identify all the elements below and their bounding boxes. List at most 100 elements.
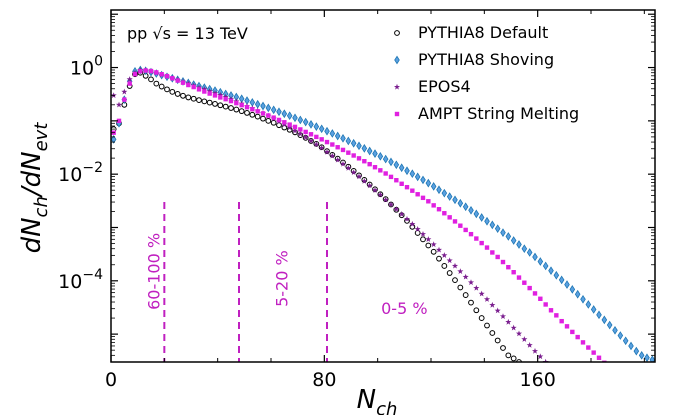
data-point-1-94 bbox=[612, 325, 618, 335]
x-tick-label-0: 0 bbox=[105, 369, 117, 391]
data-point-2-46 bbox=[355, 173, 363, 180]
data-point-0-11 bbox=[169, 88, 176, 95]
legend: PYTHIA8 Default PYTHIA8 Shoving EPOS4 AMPT … bbox=[393, 23, 579, 123]
data-point-1-91 bbox=[596, 310, 602, 320]
data-point-3-87 bbox=[575, 334, 580, 340]
data-point-3-32 bbox=[282, 120, 287, 125]
data-point-2-59 bbox=[425, 236, 432, 242]
data-point-3-31 bbox=[276, 117, 282, 123]
data-point-3-74 bbox=[506, 264, 511, 270]
data-point-3-23 bbox=[234, 100, 239, 106]
data-point-2-79 bbox=[531, 347, 539, 354]
data-point-1-74 bbox=[505, 232, 512, 241]
data-point-3-35 bbox=[298, 127, 303, 132]
data-point-3-9 bbox=[159, 71, 164, 77]
data-point-3-75 bbox=[511, 270, 516, 275]
data-point-3-88 bbox=[580, 340, 586, 345]
y-tick-label-2: 10−4 bbox=[58, 267, 103, 293]
data-point-0-67 bbox=[468, 299, 474, 306]
data-point-3-20 bbox=[218, 95, 223, 100]
data-point-3-10 bbox=[164, 73, 170, 79]
data-point-3-67 bbox=[468, 231, 474, 237]
data-point-1-73 bbox=[500, 228, 506, 237]
data-point-1-96 bbox=[622, 336, 629, 346]
data-point-3-45 bbox=[351, 153, 356, 158]
data-point-3-89 bbox=[586, 345, 591, 350]
data-point-3-21 bbox=[223, 96, 228, 102]
data-point-3-49 bbox=[372, 165, 378, 170]
data-point-2-17 bbox=[201, 86, 208, 92]
data-point-0-62 bbox=[441, 263, 448, 269]
data-point-2-35 bbox=[297, 130, 304, 137]
data-point-2-62 bbox=[441, 252, 448, 258]
data-point-1-34 bbox=[292, 113, 298, 123]
y-tick-label-1: 10−2 bbox=[58, 160, 103, 186]
data-point-2-2 bbox=[121, 88, 128, 95]
data-point-3-82 bbox=[548, 308, 554, 313]
data-point-3-43 bbox=[340, 147, 346, 153]
data-point-0-14 bbox=[185, 94, 192, 101]
data-point-1-31 bbox=[276, 107, 282, 117]
data-point-2-20 bbox=[217, 91, 224, 98]
series-0 bbox=[111, 69, 522, 362]
data-point-0-7 bbox=[148, 76, 154, 83]
data-point-2-49 bbox=[371, 187, 379, 193]
data-point-2-37 bbox=[307, 137, 315, 144]
data-point-0-28 bbox=[260, 115, 266, 122]
data-point-3-28 bbox=[260, 111, 266, 116]
data-point-3-15 bbox=[191, 84, 196, 90]
data-point-1-79 bbox=[532, 252, 538, 262]
data-point-3-69 bbox=[479, 240, 484, 246]
data-point-3-85 bbox=[564, 324, 570, 329]
data-point-3-39 bbox=[319, 137, 324, 142]
data-point-3-86 bbox=[570, 329, 575, 335]
data-point-1-84 bbox=[558, 275, 565, 285]
data-point-1-58 bbox=[420, 175, 426, 185]
data-point-1-88 bbox=[580, 294, 586, 304]
series-3 bbox=[111, 68, 607, 362]
legend-label-3: AMPT String Melting bbox=[418, 104, 579, 123]
data-point-1-43 bbox=[340, 133, 346, 143]
data-point-1-51 bbox=[382, 154, 389, 164]
data-point-0-75 bbox=[510, 355, 517, 362]
data-point-0-23 bbox=[233, 106, 240, 113]
data-point-2-70 bbox=[483, 296, 491, 302]
data-point-3-25 bbox=[244, 105, 250, 110]
centrality-label-0: 60-100 % bbox=[145, 233, 164, 310]
data-point-1-78 bbox=[526, 248, 533, 257]
data-point-0-29 bbox=[265, 117, 272, 124]
data-point-0-69 bbox=[478, 315, 485, 321]
data-point-1-80 bbox=[537, 257, 544, 266]
x-tick-label-1: 80 bbox=[312, 369, 336, 391]
data-point-0-18 bbox=[206, 99, 213, 106]
data-point-2-78 bbox=[526, 341, 533, 348]
data-point-2-40 bbox=[323, 148, 331, 155]
data-point-0-61 bbox=[436, 255, 442, 262]
data-point-1-93 bbox=[606, 320, 613, 330]
data-point-1-37 bbox=[308, 120, 314, 129]
centrality-cut-lines bbox=[163, 202, 328, 362]
data-point-1-42 bbox=[334, 131, 341, 141]
data-point-3-42 bbox=[335, 145, 340, 150]
data-point-0-20 bbox=[217, 102, 224, 109]
data-point-2-36 bbox=[302, 134, 309, 140]
data-point-3-14 bbox=[186, 82, 191, 88]
data-point-2-42 bbox=[334, 156, 341, 163]
y-tick-label-0: 100 bbox=[70, 54, 103, 80]
data-point-1-77 bbox=[521, 244, 528, 254]
data-point-1-44 bbox=[345, 136, 352, 146]
data-point-2-54 bbox=[398, 210, 405, 217]
data-point-2-53 bbox=[393, 206, 400, 212]
data-point-3-76 bbox=[516, 275, 522, 280]
data-point-1-36 bbox=[302, 117, 309, 127]
text-labels: 0 80 160 100 10−2 10−4 Nch dNch/dNevt pp √s = 13… bbox=[17, 24, 556, 415]
data-point-2-68 bbox=[473, 284, 480, 291]
centrality-label-1: 5-20 % bbox=[273, 250, 292, 307]
data-point-1-29 bbox=[265, 103, 272, 113]
data-point-2-39 bbox=[318, 144, 325, 151]
data-point-3-30 bbox=[271, 115, 276, 120]
data-point-1-92 bbox=[601, 315, 608, 325]
data-point-2-47 bbox=[361, 177, 368, 184]
data-point-1-65 bbox=[457, 198, 464, 208]
data-point-3-70 bbox=[484, 245, 490, 250]
